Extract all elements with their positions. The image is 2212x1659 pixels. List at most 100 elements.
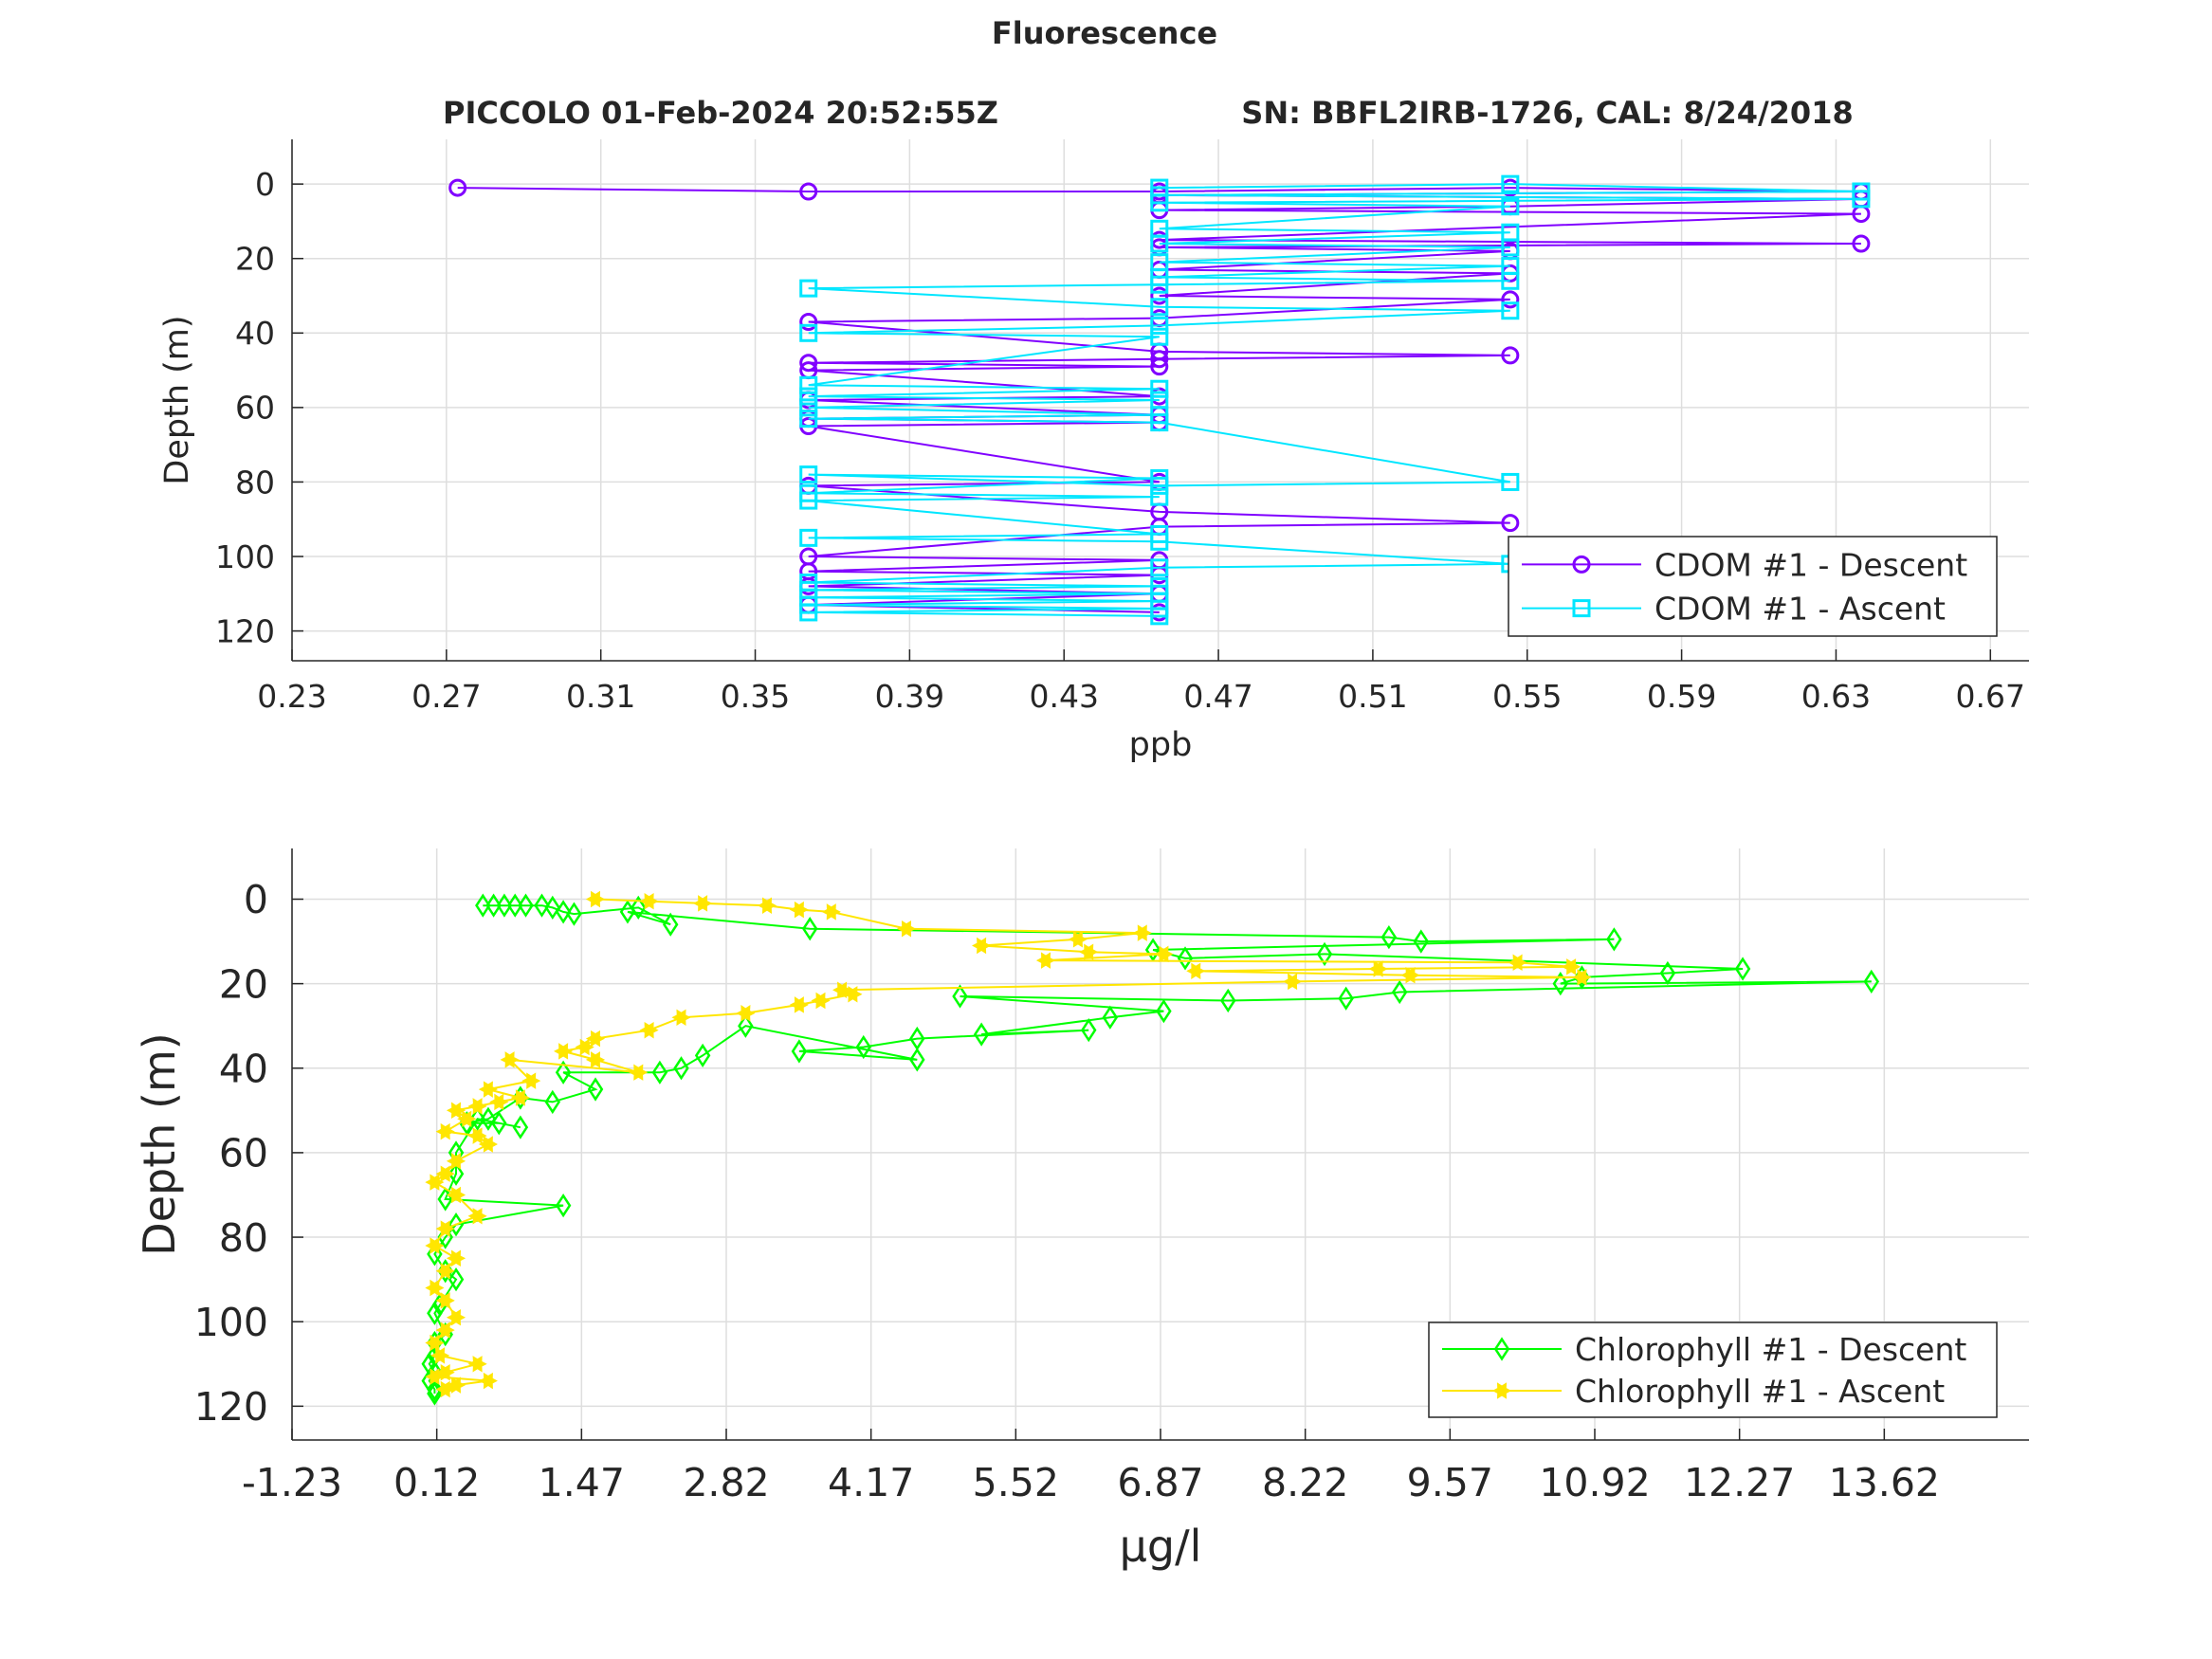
y-tick-label: 40 <box>219 1047 268 1092</box>
data-point <box>467 1356 487 1373</box>
data-point <box>1150 469 1169 487</box>
data-point <box>1562 958 1581 975</box>
data-point <box>789 996 809 1013</box>
data-point <box>1508 954 1527 972</box>
y-tick-label: 20 <box>235 241 275 278</box>
data-point <box>1156 998 1172 1024</box>
legend-entry: Chlorophyll #1 - Descent <box>1575 1331 1966 1368</box>
data-point <box>799 354 818 373</box>
data-point <box>1150 327 1169 346</box>
y-tick-label: 100 <box>215 538 275 575</box>
series-1 <box>799 174 1871 626</box>
data-point <box>811 992 831 1010</box>
data-point <box>1501 346 1520 365</box>
data-point <box>1501 174 1520 193</box>
data-point <box>1150 350 1169 369</box>
data-point <box>585 890 606 908</box>
data-point <box>1080 1018 1097 1043</box>
y-tick-label: 60 <box>235 390 275 427</box>
legend: CDOM #1 - Descent CDOM #1 - Ascent <box>1508 536 1998 637</box>
chlorophyll-plot: -1.23 0.12 1.47 2.82 4.17 5.52 6.87 8.22 9.57 10.… <box>134 848 2029 1572</box>
data-point <box>566 902 582 926</box>
data-point <box>799 491 818 510</box>
data-point <box>446 1308 466 1326</box>
data-point <box>952 984 968 1009</box>
data-point <box>1552 971 1569 996</box>
data-point <box>1572 969 1592 986</box>
data-point <box>446 1186 466 1204</box>
x-tick-label: 4.17 <box>828 1460 914 1505</box>
data-point <box>821 903 841 921</box>
data-point <box>496 893 513 918</box>
legend: Chlorophyll #1 - Descent Chlorophyll #1 -… <box>1428 1322 1998 1418</box>
data-point <box>1413 929 1430 954</box>
data-point <box>1150 607 1169 626</box>
y-tick-label: 20 <box>219 961 268 1007</box>
data-point <box>639 892 659 910</box>
x-tick-label: 0.43 <box>1029 678 1098 715</box>
data-point <box>1150 275 1169 294</box>
data-point <box>1606 927 1622 952</box>
data-point <box>639 1021 659 1039</box>
data-point <box>1150 357 1169 376</box>
data-point <box>629 1064 649 1081</box>
series-line <box>428 904 1872 1394</box>
y-tick-label: 120 <box>194 1384 268 1430</box>
data-point <box>521 1072 541 1089</box>
x-tick-label: 0.63 <box>1801 678 1871 715</box>
data-point <box>909 1048 925 1072</box>
y-tick-label: 80 <box>219 1215 268 1261</box>
data-point <box>425 1279 445 1297</box>
data-point <box>1380 924 1398 950</box>
data-point <box>973 1022 990 1047</box>
data-point <box>1501 301 1520 320</box>
data-point <box>425 1174 445 1191</box>
data-point <box>694 1043 711 1068</box>
data-point <box>555 1060 572 1085</box>
y-tick-label: 100 <box>194 1300 268 1345</box>
series-line <box>808 183 1861 617</box>
data-point <box>1734 957 1751 981</box>
data-point <box>1079 943 1099 960</box>
x-tick-label: 0.39 <box>875 678 944 715</box>
data-point <box>485 893 502 918</box>
figure-subtitle-right: SN: BBFL2IRB-1726, CAL: 8/24/2018 <box>1241 95 1853 131</box>
legend-swatch-marker <box>1491 1382 1512 1399</box>
data-point <box>799 323 818 342</box>
x-tick-label: 6.87 <box>1117 1460 1203 1505</box>
data-point <box>585 1030 606 1048</box>
data-point <box>1220 988 1236 1013</box>
x-tick-label: 0.12 <box>393 1460 480 1505</box>
data-point <box>799 279 818 298</box>
data-point <box>799 387 818 406</box>
data-point <box>435 1322 455 1339</box>
data-point <box>738 1013 754 1038</box>
data-point <box>448 1161 465 1186</box>
data-point <box>757 897 777 914</box>
data-point <box>1150 413 1169 432</box>
data-point <box>427 1376 443 1402</box>
legend-entry: CDOM #1 - Descent <box>1654 546 1967 583</box>
data-point <box>693 895 713 912</box>
data-point <box>1391 979 1408 1005</box>
data-point <box>1150 193 1169 212</box>
data-point <box>448 1267 465 1292</box>
x-tick-label: 0.55 <box>1492 678 1562 715</box>
data-point <box>799 182 818 201</box>
data-point <box>1659 960 1676 986</box>
data-point <box>1501 197 1520 216</box>
data-point <box>1150 558 1169 577</box>
cdom-plot: 0.23 0.27 0.31 0.35 0.39 0.43 0.47 0.51 0.55 0.59… <box>158 139 2029 764</box>
data-point <box>799 375 818 394</box>
x-tick-label: 13.62 <box>1829 1460 1940 1505</box>
x-tick-label: 12.27 <box>1684 1460 1795 1505</box>
x-tick-label: 10.92 <box>1539 1460 1650 1505</box>
data-point <box>478 1136 498 1153</box>
data-point <box>896 920 917 938</box>
data-point <box>518 893 534 918</box>
data-point <box>1150 379 1169 398</box>
legend-entry: Chlorophyll #1 - Ascent <box>1575 1373 1945 1410</box>
y-axis-label: Depth (m) <box>158 315 196 484</box>
